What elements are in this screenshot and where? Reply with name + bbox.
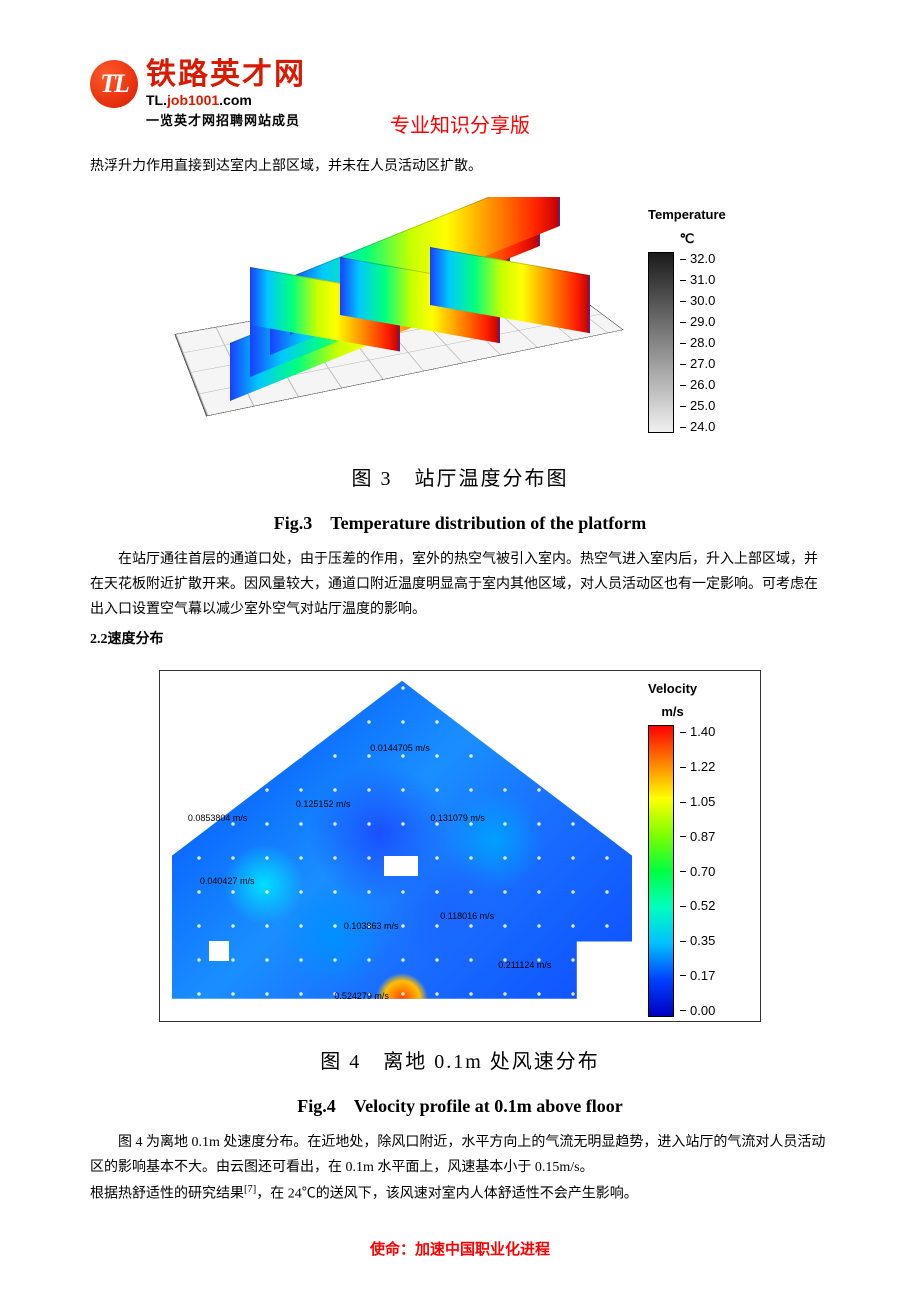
paragraph-after-fig4-b: 根据热舒适性的研究结果[7]，在 24℃的送风下，该风速对室内人体舒适性不会产生… bbox=[90, 1181, 830, 1207]
legend-tick: 1.40 bbox=[680, 725, 715, 738]
fig4-probe-label: 0.125152 m/s bbox=[296, 796, 351, 812]
fig4-velocity-field bbox=[172, 681, 632, 999]
legend-tick: 29.0 bbox=[680, 315, 715, 328]
legend-tick: 27.0 bbox=[680, 357, 715, 370]
logo-title: 铁路英才网 bbox=[146, 60, 306, 90]
legend-tick: 31.0 bbox=[680, 273, 715, 286]
fig4-probe-label: 0.0144705 m/s bbox=[370, 740, 430, 756]
paragraph-after-fig3: 在站厅通往首层的通道口处，由于压差的作用，室外的热空气被引入室内。热空气进入室内… bbox=[90, 547, 830, 623]
fig4-probe-label: 0.103863 m/s bbox=[344, 918, 399, 934]
footer-slogan: 使命：加速中国职业化进程 bbox=[90, 1237, 830, 1264]
logo-text-block: 铁路英才网 TL.job1001.com 一览英才网招聘网站成员 bbox=[146, 60, 306, 132]
citation-7: [7] bbox=[244, 1184, 256, 1195]
fig4-probe-label: 0.131079 m/s bbox=[430, 810, 485, 826]
logo-url-pre: TL. bbox=[146, 92, 167, 108]
fig4-canvas: 0.0144705 m/s 0.0853804 m/s 0.125152 m/s 0.… bbox=[160, 671, 760, 1021]
legend-tick: 0.87 bbox=[680, 830, 715, 843]
fig4-cutout bbox=[384, 856, 418, 876]
legend-tick: 0.35 bbox=[680, 934, 715, 947]
para4b-pre: 根据热舒适性的研究结果 bbox=[90, 1186, 244, 1201]
logo-url-accent: job1001 bbox=[167, 92, 219, 108]
logo-mark: TL bbox=[90, 60, 138, 108]
legend-tick: 24.0 bbox=[680, 420, 715, 433]
figure-3: Temperature ℃ 32.0 31.0 30.0 29.0 28.0 27.0 26… bbox=[90, 197, 830, 539]
fig4-probe-label: 0.118016 m/s bbox=[440, 908, 494, 924]
fig3-canvas: Temperature ℃ 32.0 31.0 30.0 29.0 28.0 27.0 26… bbox=[160, 197, 760, 437]
fig4-legend-title: Velocity m/s bbox=[648, 677, 697, 724]
legend-tick: 1.22 bbox=[680, 760, 715, 773]
fig4-cutout bbox=[209, 941, 229, 961]
legend-tick: 26.0 bbox=[680, 378, 715, 391]
fig4-caption-cn: 图 4 离地 0.1m 处风速分布 bbox=[90, 1044, 830, 1080]
legend-tick: 0.52 bbox=[680, 899, 715, 912]
legend-tick: 28.0 bbox=[680, 336, 715, 349]
fig4-probe-label: 0.524279 m/s bbox=[334, 988, 389, 1004]
fig4-probe-dots bbox=[172, 681, 632, 999]
intro-paragraph: 热浮升力作用直接到达室内上部区域，并未在人员活动区扩散。 bbox=[90, 154, 830, 179]
logo-url-tail: .com bbox=[219, 92, 252, 108]
para4b-post: ，在 24℃的送风下，该风速对室内人体舒适性不会产生影响。 bbox=[256, 1186, 638, 1201]
section-2-2-heading: 2.2速度分布 bbox=[90, 627, 830, 652]
fig4-caption-en: Fig.4 Velocity profile at 0.1m above flo… bbox=[90, 1090, 830, 1122]
figure-4: 0.0144705 m/s 0.0853804 m/s 0.125152 m/s 0.… bbox=[90, 670, 830, 1123]
fig3-isometric-view bbox=[160, 197, 640, 437]
fig4-probe-label: 0.040427 m/s bbox=[200, 873, 255, 889]
paragraph-after-fig4-a: 图 4 为离地 0.1m 处速度分布。在近地处，除风口附近，水平方向上的气流无明… bbox=[90, 1130, 830, 1180]
fig3-legend: Temperature ℃ 32.0 31.0 30.0 29.0 28.0 27.0 26… bbox=[640, 197, 760, 437]
fig3-legend-ticks: 32.0 31.0 30.0 29.0 28.0 27.0 26.0 25.0 24.0 bbox=[680, 252, 715, 433]
fig4-probe-label: 0.0853804 m/s bbox=[188, 810, 248, 826]
fig3-caption-cn: 图 3 站厅温度分布图 bbox=[90, 461, 830, 497]
fig4-plan-view: 0.0144705 m/s 0.0853804 m/s 0.125152 m/s 0.… bbox=[160, 671, 640, 1021]
fig4-probe-label: 0.211124 m/s bbox=[498, 957, 551, 973]
fig3-legend-bar bbox=[648, 252, 674, 433]
logo-url: TL.job1001.com bbox=[146, 92, 306, 109]
legend-tick: 1.05 bbox=[680, 795, 715, 808]
fig4-legend: Velocity m/s 1.40 1.22 1.05 0.87 0.70 0.52 0.3… bbox=[640, 671, 760, 1021]
logo-subtitle: 一览英才网招聘网站成员 bbox=[146, 109, 306, 132]
fig3-legend-title: Temperature ℃ bbox=[648, 203, 726, 250]
fig4-legend-ticks: 1.40 1.22 1.05 0.87 0.70 0.52 0.35 0.17 0.00 bbox=[680, 725, 715, 1016]
legend-tick: 32.0 bbox=[680, 252, 715, 265]
legend-tick: 25.0 bbox=[680, 399, 715, 412]
legend-tick: 0.00 bbox=[680, 1004, 715, 1017]
legend-tick: 0.70 bbox=[680, 865, 715, 878]
fig4-legend-bar bbox=[648, 725, 674, 1016]
fig3-caption-en: Fig.3 Temperature distribution of the pl… bbox=[90, 507, 830, 539]
legend-tick: 30.0 bbox=[680, 294, 715, 307]
legend-tick: 0.17 bbox=[680, 969, 715, 982]
